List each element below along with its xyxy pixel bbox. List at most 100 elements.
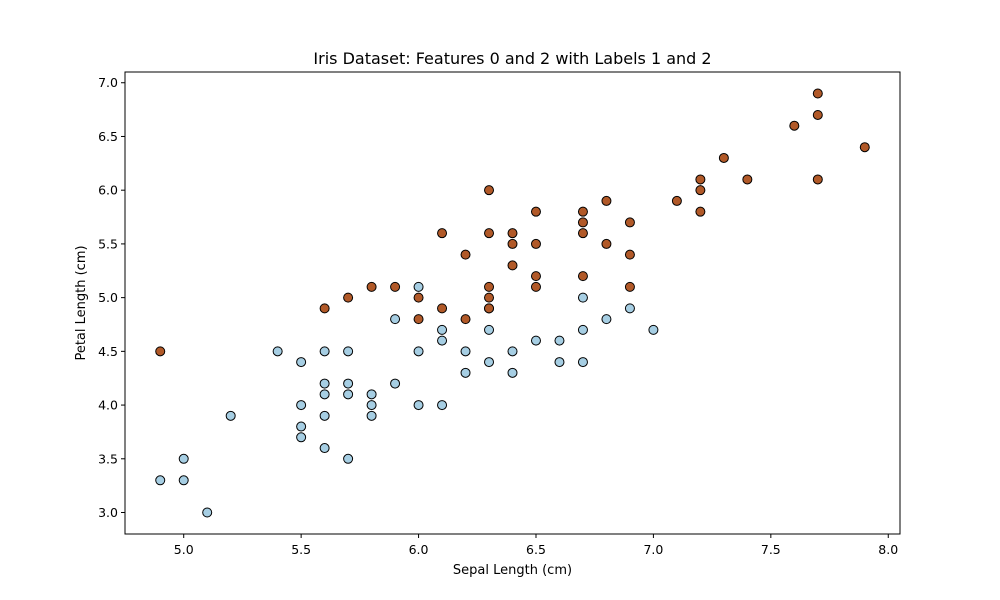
y-tick-label: 5.5 bbox=[98, 236, 118, 251]
data-point bbox=[624, 303, 635, 314]
data-point bbox=[789, 120, 800, 131]
data-point bbox=[366, 400, 377, 411]
x-tick-label: 6.0 bbox=[409, 542, 429, 557]
data-point bbox=[437, 335, 448, 346]
data-point bbox=[484, 281, 495, 292]
data-point bbox=[624, 281, 635, 292]
y-axis-ticks: 3.0 3.5 4.0 4.5 5.0 5.5 6.0 6.5 7.0 bbox=[98, 75, 125, 520]
data-point bbox=[577, 228, 588, 239]
data-point bbox=[859, 142, 870, 153]
x-tick-label: 7.5 bbox=[761, 542, 781, 557]
data-point bbox=[624, 249, 635, 260]
data-point bbox=[343, 389, 354, 400]
data-point bbox=[507, 260, 518, 271]
data-point bbox=[413, 281, 424, 292]
y-tick-label: 3.5 bbox=[98, 451, 118, 466]
data-point bbox=[413, 346, 424, 357]
data-point bbox=[507, 367, 518, 378]
data-point bbox=[343, 292, 354, 303]
data-point bbox=[437, 324, 448, 335]
data-point bbox=[460, 249, 471, 260]
points-layer bbox=[155, 88, 870, 518]
y-tick-label: 5.0 bbox=[98, 290, 118, 305]
x-axis-label: Sepal Length (cm) bbox=[453, 563, 572, 578]
data-point bbox=[390, 378, 401, 389]
data-point bbox=[343, 453, 354, 464]
data-point bbox=[413, 314, 424, 325]
data-point bbox=[296, 357, 307, 368]
data-point bbox=[554, 335, 565, 346]
data-point bbox=[319, 410, 330, 421]
data-point bbox=[484, 357, 495, 368]
data-point bbox=[577, 271, 588, 282]
chart-title: Iris Dataset: Features 0 and 2 with Labe… bbox=[313, 49, 711, 68]
data-point bbox=[225, 410, 236, 421]
data-point bbox=[577, 357, 588, 368]
data-point bbox=[202, 507, 213, 518]
x-tick-label: 6.5 bbox=[526, 542, 546, 557]
data-point bbox=[484, 324, 495, 335]
data-point bbox=[484, 185, 495, 196]
data-point bbox=[577, 217, 588, 228]
data-point bbox=[695, 206, 706, 217]
data-point bbox=[366, 389, 377, 400]
data-point bbox=[319, 389, 330, 400]
y-axis-label: Petal Length (cm) bbox=[74, 245, 89, 360]
data-point bbox=[413, 400, 424, 411]
data-point bbox=[624, 217, 635, 228]
y-tick-label: 7.0 bbox=[98, 75, 118, 90]
data-point bbox=[484, 303, 495, 314]
data-point bbox=[319, 378, 330, 389]
data-point bbox=[319, 443, 330, 454]
data-point bbox=[812, 88, 823, 99]
data-point bbox=[460, 367, 471, 378]
data-point bbox=[178, 475, 189, 486]
data-point bbox=[601, 195, 612, 206]
y-tick-label: 4.5 bbox=[98, 344, 118, 359]
data-point bbox=[437, 303, 448, 314]
data-point bbox=[577, 324, 588, 335]
data-point bbox=[296, 421, 307, 432]
data-point bbox=[178, 453, 189, 464]
data-point bbox=[554, 357, 565, 368]
y-tick-label: 4.0 bbox=[98, 398, 118, 413]
data-point bbox=[530, 238, 541, 249]
data-point bbox=[695, 174, 706, 185]
data-point bbox=[343, 378, 354, 389]
data-point bbox=[507, 238, 518, 249]
data-point bbox=[366, 281, 377, 292]
data-point bbox=[507, 346, 518, 357]
data-point bbox=[530, 281, 541, 292]
data-point bbox=[413, 292, 424, 303]
data-point bbox=[530, 271, 541, 282]
x-tick-label: 7.0 bbox=[643, 542, 663, 557]
data-point bbox=[366, 410, 377, 421]
data-point bbox=[296, 432, 307, 443]
x-tick-label: 5.5 bbox=[291, 542, 311, 557]
data-point bbox=[530, 206, 541, 217]
data-point bbox=[319, 346, 330, 357]
data-point bbox=[812, 109, 823, 120]
data-point bbox=[577, 292, 588, 303]
data-point bbox=[155, 475, 166, 486]
data-point bbox=[390, 314, 401, 325]
data-point bbox=[601, 314, 612, 325]
x-axis-ticks: 5.0 5.5 6.0 6.5 7.0 7.5 8.0 bbox=[174, 534, 898, 557]
data-point bbox=[460, 346, 471, 357]
data-point bbox=[671, 195, 682, 206]
data-point bbox=[343, 346, 354, 357]
data-point bbox=[601, 238, 612, 249]
x-tick-label: 8.0 bbox=[878, 542, 898, 557]
data-point bbox=[718, 152, 729, 163]
data-point bbox=[648, 324, 659, 335]
data-point bbox=[460, 314, 471, 325]
plot-frame bbox=[124, 71, 901, 535]
data-point bbox=[390, 281, 401, 292]
data-point bbox=[507, 228, 518, 239]
data-point bbox=[437, 228, 448, 239]
data-point bbox=[577, 206, 588, 217]
x-tick-label: 5.0 bbox=[174, 542, 194, 557]
data-point bbox=[695, 185, 706, 196]
